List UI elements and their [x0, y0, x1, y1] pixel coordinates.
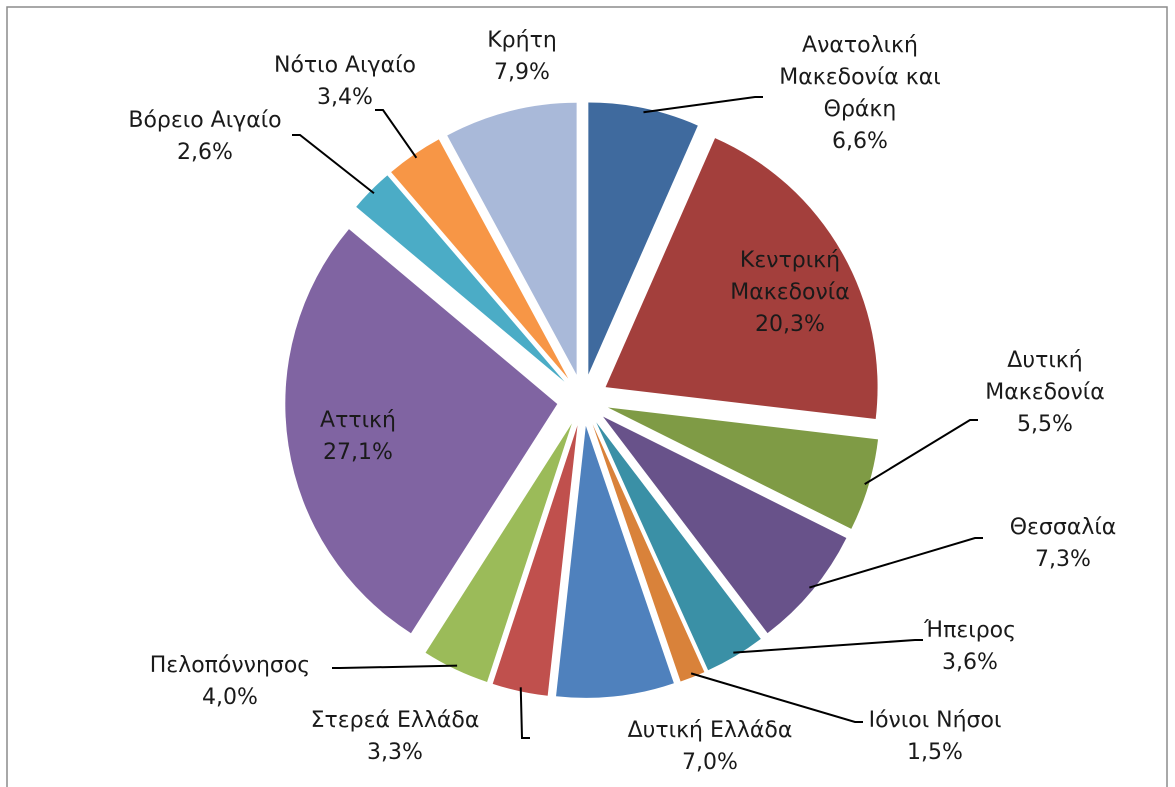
category-label: Θεσσαλία [1009, 515, 1117, 540]
slice-label: Ήπειρος 3,6% [870, 615, 1070, 679]
pie-slice [607, 407, 879, 529]
pie-slice [356, 175, 565, 382]
leader-line [332, 664, 458, 669]
pie-slice [596, 422, 761, 671]
slice-label: Κεντρική Μακεδονία 20,3% [705, 245, 875, 341]
value-label: 20,3% [755, 312, 825, 337]
slice-label: Βόρειο Αιγαίο 2,6% [80, 105, 330, 169]
category-label: Ανατολική Μακεδονία και Θράκη [779, 33, 941, 122]
category-label: Βόρειο Αιγαίο [128, 108, 282, 133]
slice-label: Δυτική Ελλάδα 7,0% [585, 715, 835, 779]
leader-line [292, 134, 375, 195]
pie-slice [592, 424, 705, 682]
pie-slice [605, 138, 878, 420]
value-label: 2,6% [177, 140, 233, 165]
category-label: Ιόνιοι Νήσοι [868, 708, 1002, 733]
value-label: 7,0% [682, 750, 738, 775]
leader-line [690, 672, 863, 723]
value-label: 3,6% [942, 650, 998, 675]
category-label: Στερεά Ελλάδα [310, 708, 480, 733]
pie-slice [391, 139, 569, 379]
slice-label: Θεσσαλία 7,3% [963, 512, 1163, 576]
pie-slice [492, 425, 578, 696]
category-label: Αττική [320, 408, 396, 433]
value-label: 1,5% [907, 740, 963, 765]
value-label: 7,3% [1035, 547, 1091, 572]
leader-line [375, 109, 418, 159]
slice-label: Κρήτη 7,9% [422, 25, 622, 89]
category-label: Κεντρική Μακεδονία [730, 248, 850, 305]
slice-label: Πελοπόννησος 4,0% [105, 650, 355, 714]
slice-label: Στερεά Ελλάδα 3,3% [270, 705, 520, 769]
leader-line [809, 537, 983, 589]
value-label: 3,4% [317, 85, 373, 110]
slice-label: Αττική 27,1% [258, 405, 458, 469]
pie-slice [425, 423, 572, 682]
pie-slice [603, 416, 847, 634]
slice-label: Ανατολική Μακεδονία και Θράκη 6,6% [773, 30, 948, 158]
pie-slice [556, 425, 674, 698]
pie-slice [447, 102, 577, 375]
value-label: 6,6% [832, 129, 888, 154]
pie-slice [285, 229, 558, 634]
category-label: Δυτική Ελλάδα [627, 718, 793, 743]
value-label: 5,5% [1017, 412, 1073, 437]
slice-label: Δυτική Μακεδονία 5,5% [970, 345, 1120, 441]
leader-line [643, 96, 763, 114]
category-label: Νότιο Αιγαίο [274, 53, 416, 78]
value-label: 4,0% [202, 685, 258, 710]
value-label: 7,9% [494, 60, 550, 85]
leader-line [864, 419, 978, 486]
slice-label: Ιόνιοι Νήσοι 1,5% [835, 705, 1035, 769]
category-label: Πελοπόννησος [149, 653, 311, 678]
category-label: Δυτική Μακεδονία [985, 348, 1105, 405]
leader-line [733, 639, 923, 654]
value-label: 3,3% [367, 740, 423, 765]
value-label: 27,1% [323, 440, 393, 465]
pie-slice [588, 102, 698, 375]
category-label: Ήπειρος [923, 618, 1017, 643]
category-label: Κρήτη [487, 28, 557, 53]
slice-label: Νότιο Αιγαίο 3,4% [220, 50, 470, 114]
leader-line [519, 687, 530, 739]
